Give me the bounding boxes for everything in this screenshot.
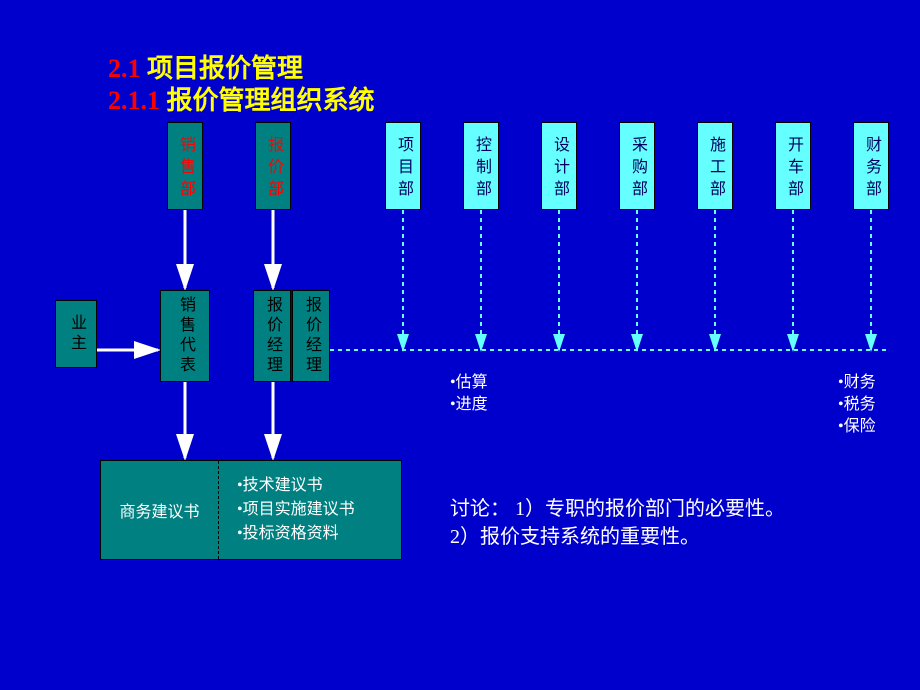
proposal-right-list: •技术建议书 •项目实施建议书 •投标资格资料 (219, 461, 401, 559)
dept-design-label: 设计部 (547, 136, 571, 202)
dept-purchase-label: 采购部 (625, 136, 649, 202)
dept-project-label: 项目部 (391, 136, 415, 202)
dept-construct-label: 施工部 (703, 136, 727, 202)
org-sales-rep-label: 销售代表 (173, 296, 197, 376)
dept-commission: 开车部 (775, 122, 811, 210)
note-insurance: •保险 (838, 416, 876, 438)
dept-sales-label: 销售部 (173, 136, 197, 202)
dept-quote: 报价部 (255, 122, 291, 210)
proposal-item-2: •项目实施建议书 (237, 498, 401, 522)
dept-design: 设计部 (541, 122, 577, 210)
notes-finance: •财务 •税务 •保险 (838, 372, 876, 438)
note-estimate: •估算 (450, 372, 488, 394)
title2-number: 2.1.1 (108, 86, 160, 115)
org-quote-mgr-1: 报价经理 (253, 290, 291, 382)
proposal-box: 商务建议书 •技术建议书 •项目实施建议书 •投标资格资料 (100, 460, 402, 560)
org-quote-mgr-2: 报价经理 (292, 290, 330, 382)
notes-control: •估算 •进度 (450, 372, 488, 416)
dept-purchase: 采购部 (619, 122, 655, 210)
dept-construct: 施工部 (697, 122, 733, 210)
proposal-business: 商务建议书 (101, 461, 219, 559)
discuss-line-2: 2）报价支持系统的重要性。 (450, 523, 785, 551)
proposal-item-3: •投标资格资料 (237, 522, 401, 546)
proposal-item-1: •技术建议书 (237, 474, 401, 498)
org-quote-mgr-1-label: 报价经理 (260, 296, 284, 376)
dept-sales: 销售部 (167, 122, 203, 210)
dept-quote-label: 报价部 (261, 136, 285, 202)
section-title-2: 2.1.1 报价管理组织系统 (108, 80, 375, 117)
org-quote-mgr-2-label: 报价经理 (299, 296, 323, 376)
title2-text: 报价管理组织系统 (160, 86, 375, 115)
dept-finance: 财务部 (853, 122, 889, 210)
dept-finance-label: 财务部 (859, 136, 883, 202)
org-owner: 业主 (55, 300, 97, 368)
dept-project: 项目部 (385, 122, 421, 210)
note-finance: •财务 (838, 372, 876, 394)
org-owner-label: 业主 (64, 314, 88, 354)
dept-commission-label: 开车部 (781, 136, 805, 202)
note-tax: •税务 (838, 394, 876, 416)
note-schedule: •进度 (450, 394, 488, 416)
dept-control: 控制部 (463, 122, 499, 210)
org-sales-rep: 销售代表 (160, 290, 210, 382)
title1-text: 项目报价管理 (141, 54, 304, 83)
dept-control-label: 控制部 (469, 136, 493, 202)
title1-number: 2.1 (108, 54, 141, 83)
discussion: 讨论： 1）专职的报价部门的必要性。 2）报价支持系统的重要性。 (450, 495, 785, 551)
discuss-line-1: 讨论： 1）专职的报价部门的必要性。 (450, 495, 785, 523)
